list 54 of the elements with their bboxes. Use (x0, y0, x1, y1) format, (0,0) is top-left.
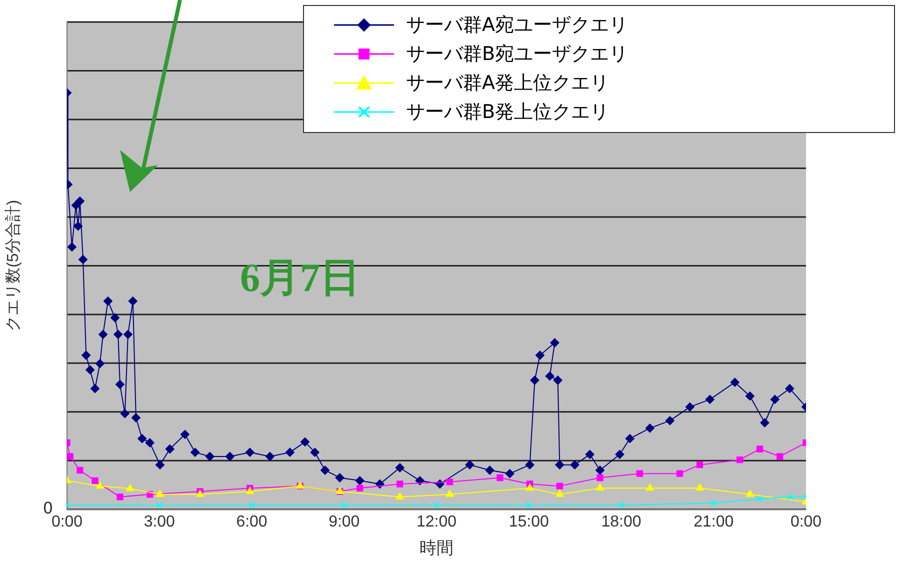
point (433, 502, 440, 509)
x-tick-label: 0:00 (790, 513, 822, 530)
point (396, 492, 404, 500)
point (696, 462, 704, 468)
annotation: 6月7日 (240, 254, 360, 302)
point (356, 484, 364, 492)
point (596, 474, 604, 482)
point (76, 466, 84, 474)
point (246, 486, 254, 494)
x-tick-label: 15:00 (508, 513, 549, 530)
point (248, 502, 256, 509)
point (67, 453, 74, 460)
x-tick-label: 3:00 (144, 513, 176, 530)
point (156, 490, 164, 497)
point (446, 490, 454, 497)
point (116, 494, 124, 500)
point (96, 482, 104, 489)
x-axis-title: 時間 (420, 538, 454, 558)
legend-label: サーバ群B発上位クエリ (406, 100, 610, 124)
x-tick-label: 18:00 (601, 513, 642, 530)
x-tick-label: 0:00 (51, 513, 83, 530)
point (596, 484, 604, 491)
point (446, 478, 454, 486)
legend-label: サーバ群A宛ユーザクエリ (406, 12, 628, 38)
point (646, 484, 654, 491)
point (556, 482, 563, 490)
text: 0 (42, 498, 53, 518)
point (396, 480, 404, 488)
point (787, 494, 794, 500)
point (92, 477, 98, 484)
x-tick-label: 6:00 (236, 513, 268, 530)
point (126, 484, 134, 492)
point (696, 484, 704, 491)
point (636, 470, 644, 477)
legend-label: サーバ群A発上位クエリ (406, 70, 609, 96)
point (340, 502, 348, 509)
point (618, 502, 625, 509)
point (526, 502, 532, 509)
point (746, 490, 754, 497)
point (676, 470, 684, 477)
point (710, 500, 717, 506)
point (736, 456, 744, 464)
point (556, 490, 564, 497)
point (756, 496, 764, 502)
point (776, 453, 784, 460)
point (496, 474, 504, 482)
point (526, 484, 534, 491)
legend-label: サーバ群B宛ユーザクエリ (406, 42, 628, 66)
y-axis-title: クエリ数(5分合計) (4, 200, 22, 332)
x-tick-label: 21:00 (694, 513, 734, 530)
point (756, 446, 764, 452)
x-tick-label: 9:00 (328, 513, 360, 530)
x-tick-label: 12:00 (416, 513, 457, 530)
point (156, 502, 163, 509)
